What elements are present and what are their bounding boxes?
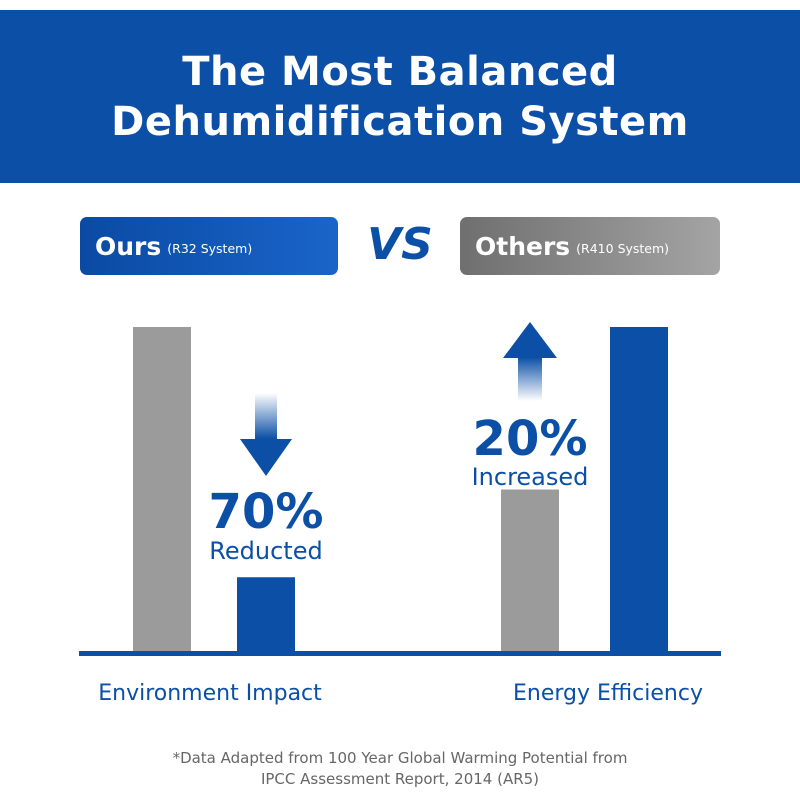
ours-sublabel: (R32 System) [167, 241, 253, 256]
footnote-line1: *Data Adapted from 100 Year Global Warmi… [172, 749, 628, 767]
annotation-label-reduction: Reducted [209, 537, 322, 565]
annotation-value-increase: 20% [473, 411, 588, 467]
vs-label: VS [367, 219, 433, 270]
page-title-line1: The Most Balanced [182, 48, 618, 95]
bar-ours-environment [237, 577, 295, 652]
category-label-environment: Environment Impact [98, 681, 322, 706]
title-banner: The Most Balanced Dehumidification Syste… [0, 10, 800, 183]
arrow-up-icon [503, 322, 557, 358]
arrow-down-icon [240, 439, 292, 476]
bar-others-energy [501, 489, 559, 652]
bar-ours-energy [610, 327, 668, 652]
ours-label-pill: Ours (R32 System) [80, 217, 338, 275]
arrow-up-shaft [518, 357, 542, 401]
annotation-label-increase: Increased [472, 463, 589, 491]
arrow-down-shaft [255, 393, 277, 439]
page-title-line2: Dehumidification System [111, 98, 689, 145]
others-label: Others [475, 231, 571, 261]
chart-baseline [79, 651, 721, 656]
footnote-line2: IPCC Assessment Report, 2014 (AR5) [260, 770, 540, 788]
bar-others-environment [133, 327, 191, 652]
ours-label: Ours [95, 231, 162, 261]
others-sublabel: (R410 System) [576, 241, 670, 256]
category-label-energy: Energy Efficiency [513, 681, 703, 706]
annotation-value-reduction: 70% [209, 484, 324, 540]
others-label-pill: Others (R410 System) [460, 217, 720, 275]
comparison-bar-chart: Environment Impact Energy Efficiency 70%Re… [79, 322, 721, 706]
footnote: *Data Adapted from 100 Year Global Warmi… [0, 748, 800, 790]
